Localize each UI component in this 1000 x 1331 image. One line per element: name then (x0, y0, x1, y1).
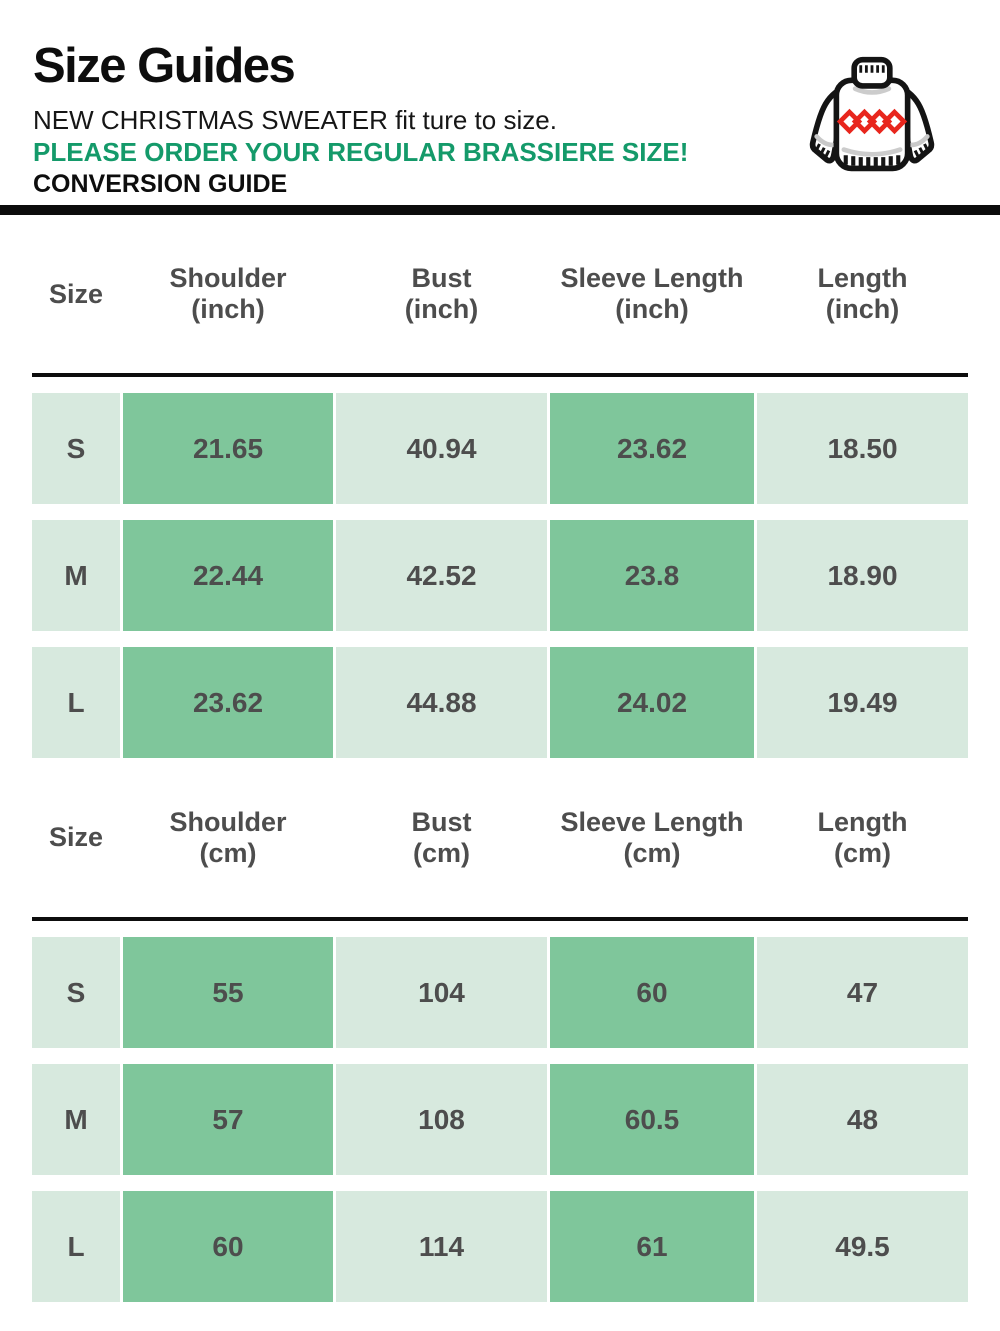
column-header-label: Sleeve Length (560, 806, 744, 837)
column-header-label: Sleeve Length (560, 263, 744, 293)
column-header-length: Length (cm) (757, 807, 968, 869)
column-header-label: Length (817, 806, 908, 837)
column-header-label: Bust (411, 806, 472, 837)
column-header-unit: (cm) (199, 837, 257, 868)
column-header-label: Size (48, 278, 104, 309)
column-header-size: Size (32, 279, 120, 310)
shoulder-cell: 23.62 (123, 647, 333, 758)
shoulder-cell: 60 (123, 1191, 333, 1302)
size-cell: L (32, 1191, 120, 1302)
column-header-label: Bust (411, 263, 472, 293)
size-cell: M (32, 520, 120, 631)
column-header-size: Size (32, 822, 120, 853)
table-row-m-inch: M 22.44 42.52 23.8 18.90 (32, 520, 968, 631)
column-header-label: Shoulder (169, 806, 287, 837)
sleeve-length-cell: 61 (550, 1191, 754, 1302)
table-row-s-cm: S 55 104 60 47 (32, 937, 968, 1048)
order-notice: PLEASE ORDER YOUR REGULAR BRASSIERE SIZE… (33, 137, 689, 167)
shoulder-cell: 21.65 (123, 393, 333, 504)
table-row-m-cm: M 57 108 60.5 48 (32, 1064, 968, 1175)
column-header-unit: (cm) (833, 837, 891, 868)
table-row-s-inch: S 21.65 40.94 23.62 18.50 (32, 393, 968, 504)
sleeve-length-cell: 24.02 (550, 647, 754, 758)
cm-table-header-row: Size Shoulder (cm) Bust (cm) Sleeve Leng… (32, 758, 968, 921)
sleeve-length-cell: 23.62 (550, 393, 754, 504)
fit-note: NEW CHRISTMAS SWEATER fit ture to size. (33, 105, 557, 135)
sleeve-length-cell: 60 (550, 937, 754, 1048)
length-cell: 18.90 (757, 520, 968, 631)
page-title: Size Guides (33, 39, 296, 93)
header-divider-bar (0, 205, 1000, 215)
bust-cell: 114 (336, 1191, 547, 1302)
table-row-l-inch: L 23.62 44.88 24.02 19.49 (32, 647, 968, 758)
bust-cell: 40.94 (336, 393, 547, 504)
bust-cell: 104 (336, 937, 547, 1048)
diamond-pattern (836, 108, 908, 135)
column-header-label: Size (48, 822, 104, 852)
length-cell: 18.50 (757, 393, 968, 504)
christmas-sweater-icon (800, 54, 944, 204)
bust-cell: 44.88 (336, 647, 547, 758)
column-header-sleeve-length: Sleeve Length (inch) (550, 263, 754, 325)
sleeve-length-cell: 23.8 (550, 520, 754, 631)
length-cell: 49.5 (757, 1191, 968, 1302)
shoulder-cell: 57 (123, 1064, 333, 1175)
shoulder-cell: 22.44 (123, 520, 333, 631)
column-header-label: Shoulder (169, 263, 287, 293)
column-header-unit: (inch) (404, 294, 479, 324)
bust-cell: 42.52 (336, 520, 547, 631)
size-cell: S (32, 937, 120, 1048)
column-header-length: Length (inch) (757, 263, 968, 325)
conversion-guide-label: CONVERSION GUIDE (33, 170, 288, 198)
table-row-l-cm: L 60 114 61 49.5 (32, 1191, 968, 1302)
length-cell: 19.49 (757, 647, 968, 758)
bust-cell: 108 (336, 1064, 547, 1175)
size-cell: M (32, 1064, 120, 1175)
column-header-shoulder: Shoulder (inch) (123, 263, 333, 325)
column-header-bust: Bust (cm) (336, 807, 547, 869)
column-header-unit: (inch) (191, 294, 265, 324)
column-header-label: Length (817, 263, 908, 293)
size-cell: L (32, 647, 120, 758)
inch-table-header-row: Size Shoulder (inch) Bust (inch) Sleeve … (32, 215, 968, 377)
length-cell: 47 (757, 937, 968, 1048)
length-cell: 48 (757, 1064, 968, 1175)
size-tables: Size Shoulder (inch) Bust (inch) Sleeve … (32, 215, 968, 1302)
column-header-unit: (inch) (825, 294, 900, 324)
column-header-sleeve-length: Sleeve Length (cm) (550, 807, 754, 869)
column-header-bust: Bust (inch) (336, 263, 547, 325)
column-header-shoulder: Shoulder (cm) (123, 807, 333, 869)
sleeve-length-cell: 60.5 (550, 1064, 754, 1175)
column-header-unit: (cm) (412, 837, 470, 868)
page-header: Size Guides NEW CHRISTMAS SWEATER fit tu… (0, 0, 1000, 205)
column-header-unit: (inch) (615, 294, 689, 324)
size-cell: S (32, 393, 120, 504)
shoulder-cell: 55 (123, 937, 333, 1048)
column-header-unit: (cm) (623, 837, 681, 868)
